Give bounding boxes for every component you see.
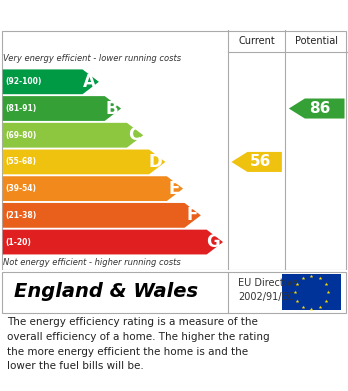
Polygon shape — [231, 152, 282, 172]
Text: F: F — [187, 206, 198, 224]
Polygon shape — [3, 96, 121, 121]
Polygon shape — [3, 230, 223, 255]
Text: Energy Efficiency Rating: Energy Efficiency Rating — [63, 7, 285, 23]
Text: EU Directive
2002/91/EC: EU Directive 2002/91/EC — [238, 278, 299, 301]
Text: Very energy efficient - lower running costs: Very energy efficient - lower running co… — [3, 54, 182, 63]
Text: 86: 86 — [309, 101, 331, 116]
Text: Current: Current — [238, 36, 275, 46]
Text: (69-80): (69-80) — [6, 131, 37, 140]
Text: (1-20): (1-20) — [6, 238, 31, 247]
Text: (39-54): (39-54) — [6, 184, 37, 193]
Text: Not energy efficient - higher running costs: Not energy efficient - higher running co… — [3, 258, 181, 267]
Text: (81-91): (81-91) — [6, 104, 37, 113]
Text: E: E — [169, 179, 180, 197]
Text: The energy efficiency rating is a measure of the
overall efficiency of a home. T: The energy efficiency rating is a measur… — [7, 317, 270, 371]
Bar — [282, 274, 341, 310]
Text: G: G — [206, 233, 220, 251]
Text: Potential: Potential — [295, 36, 338, 46]
Text: B: B — [106, 100, 118, 118]
Polygon shape — [3, 176, 183, 201]
Text: (55-68): (55-68) — [6, 158, 37, 167]
Polygon shape — [3, 70, 99, 94]
Polygon shape — [3, 149, 165, 174]
Text: (92-100): (92-100) — [6, 77, 42, 86]
Polygon shape — [3, 203, 201, 228]
Text: 56: 56 — [250, 154, 271, 169]
Text: (21-38): (21-38) — [6, 211, 37, 220]
Text: A: A — [83, 73, 96, 91]
Text: C: C — [128, 126, 141, 144]
Polygon shape — [289, 99, 345, 118]
Text: England & Wales: England & Wales — [14, 282, 198, 301]
Polygon shape — [3, 123, 143, 148]
Text: D: D — [149, 153, 163, 171]
